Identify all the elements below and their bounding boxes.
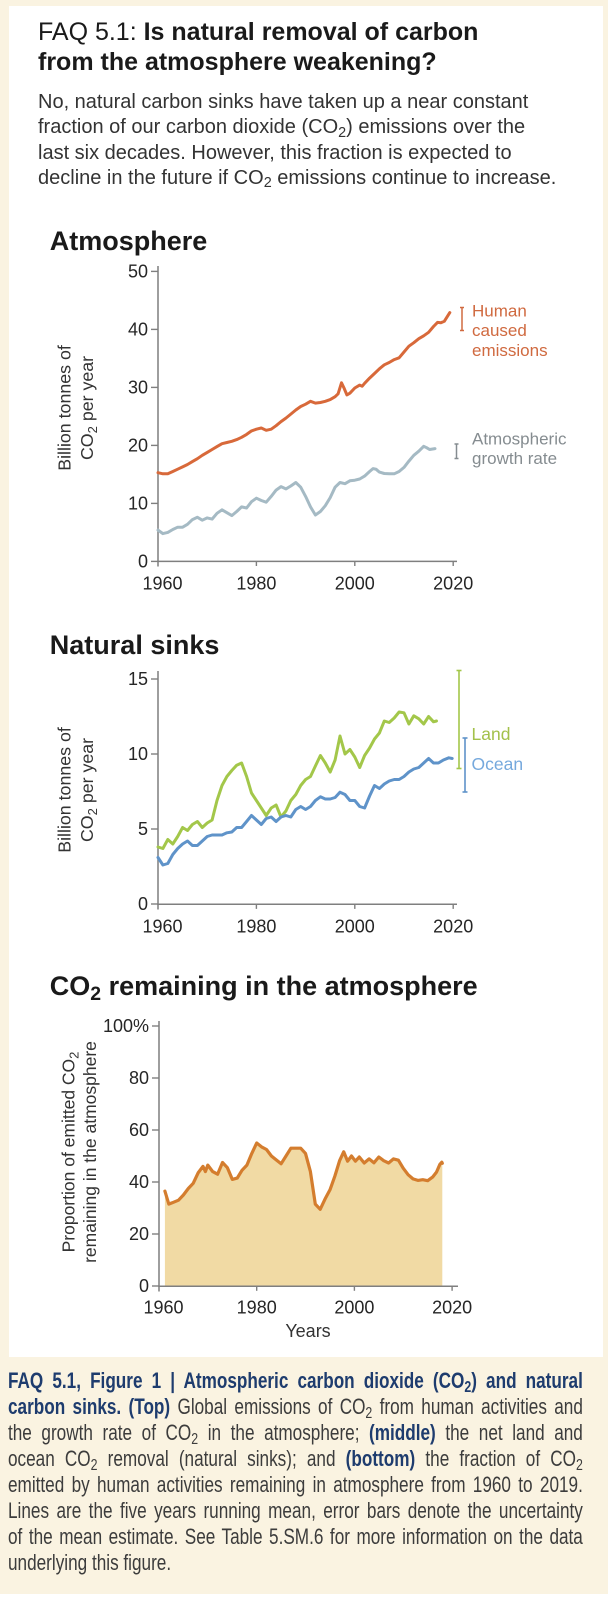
svg-text:2000: 2000 xyxy=(334,1298,374,1318)
svg-text:20: 20 xyxy=(129,1224,149,1244)
svg-text:2020: 2020 xyxy=(433,574,473,594)
svg-text:10: 10 xyxy=(128,744,148,764)
svg-text:Billion tonnes of: Billion tonnes of xyxy=(55,727,75,853)
svg-text:80: 80 xyxy=(129,1068,149,1088)
svg-text:10: 10 xyxy=(128,494,148,514)
svg-text:Atmospheric: Atmospheric xyxy=(472,430,567,449)
svg-text:growth rate: growth rate xyxy=(472,449,557,468)
svg-text:2020: 2020 xyxy=(433,917,473,937)
svg-text:0: 0 xyxy=(139,1276,149,1296)
svg-text:Billion tonnes of: Billion tonnes of xyxy=(55,345,75,471)
svg-text:CO2 per year: CO2 per year xyxy=(77,738,100,842)
svg-text:1980: 1980 xyxy=(236,574,276,594)
svg-text:0: 0 xyxy=(138,894,148,914)
svg-text:60: 60 xyxy=(129,1120,149,1140)
svg-text:2000: 2000 xyxy=(335,917,375,937)
svg-text:20: 20 xyxy=(128,436,148,456)
svg-text:Proportion of emitted CO2: Proportion of emitted CO2 xyxy=(59,1052,82,1253)
svg-text:2020: 2020 xyxy=(432,1298,472,1318)
svg-text:5: 5 xyxy=(138,819,148,839)
svg-text:CO2 per year: CO2 per year xyxy=(77,356,100,460)
svg-text:1960: 1960 xyxy=(142,574,182,594)
svg-text:40: 40 xyxy=(128,320,148,340)
svg-text:emissions: emissions xyxy=(472,341,548,360)
svg-text:Human: Human xyxy=(472,301,527,320)
svg-text:50: 50 xyxy=(128,262,148,282)
svg-text:2000: 2000 xyxy=(335,574,375,594)
svg-text:100%: 100% xyxy=(103,1016,149,1036)
svg-text:30: 30 xyxy=(128,378,148,398)
svg-text:Land: Land xyxy=(472,724,511,744)
svg-text:caused: caused xyxy=(472,321,527,340)
svg-text:1960: 1960 xyxy=(142,917,182,937)
svg-text:Ocean: Ocean xyxy=(472,754,524,774)
svg-text:0: 0 xyxy=(138,552,148,572)
svg-text:remaining in the atmosphere: remaining in the atmosphere xyxy=(80,1041,100,1263)
svg-text:40: 40 xyxy=(129,1172,149,1192)
svg-text:1980: 1980 xyxy=(237,1298,277,1318)
svg-text:15: 15 xyxy=(128,669,148,689)
svg-text:1980: 1980 xyxy=(236,917,276,937)
svg-text:Years: Years xyxy=(285,1321,330,1341)
svg-text:1960: 1960 xyxy=(143,1298,183,1318)
